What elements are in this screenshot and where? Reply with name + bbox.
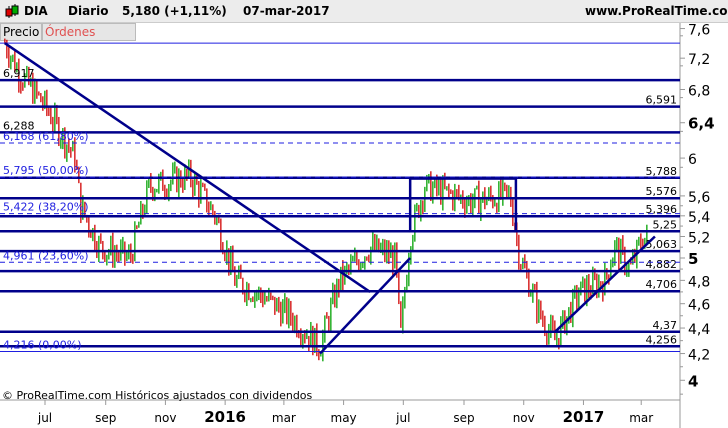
y-tick-label: 5,4 — [688, 210, 710, 226]
date: 07-mar-2017 — [243, 4, 330, 18]
level-label: 4,256 — [646, 333, 678, 346]
fib-label: 5,422 (38,20%) — [3, 201, 89, 214]
x-tick-label: nov — [154, 411, 176, 425]
fib-label: 4,216 (0,00%) — [3, 338, 82, 351]
trendline — [4, 42, 371, 293]
chart-header: DIA Diario 5,180 (+1,11%) 07-mar-2017 ww… — [0, 0, 728, 23]
site-link[interactable]: www.ProRealTime.com — [585, 4, 728, 18]
level-label: 6,917 — [3, 67, 35, 80]
level-label: 6,591 — [646, 94, 678, 107]
level-label: 5,396 — [646, 203, 678, 216]
y-tick-label: 7,2 — [688, 52, 710, 68]
last-price: 5,180 (+1,11%) — [122, 4, 227, 18]
y-tick-label: 5,2 — [688, 231, 710, 247]
x-tick-label: sep — [95, 411, 116, 425]
y-tick-label: 5,6 — [688, 190, 710, 206]
y-tick-label: 4 — [688, 372, 698, 390]
x-tick-label: mar — [629, 411, 653, 425]
trendline — [319, 257, 412, 355]
y-tick-label: 5 — [688, 250, 698, 268]
x-tick-label: 2017 — [563, 408, 605, 426]
x-tick-label: sep — [453, 411, 474, 425]
candlestick-icon — [5, 4, 19, 18]
level-label: 5,788 — [646, 165, 678, 178]
y-tick-label: 4,6 — [688, 298, 710, 314]
x-tick-label: nov — [513, 411, 535, 425]
plot-area — [0, 41, 680, 400]
fib-label: 4,961 (23,60%) — [3, 249, 89, 262]
y-tick-label: 4,4 — [688, 322, 710, 338]
x-tick-label: mar — [272, 411, 296, 425]
x-tick-label: jul — [37, 411, 52, 425]
period: Diario — [68, 4, 109, 18]
y-tick-label: 4,2 — [688, 348, 710, 364]
level-label: 5,576 — [646, 185, 678, 198]
level-label: 5,063 — [646, 238, 678, 251]
tab-precio[interactable]: Precio — [0, 23, 43, 41]
level-label: 5,25 — [653, 218, 678, 231]
fib-label: 6,168 (61,80%) — [3, 130, 89, 143]
symbol: DIA — [24, 4, 48, 18]
consolidation-box — [408, 177, 518, 233]
y-tick-label: 6 — [688, 152, 697, 168]
y-tick-label: 6,4 — [688, 115, 715, 133]
x-tick-label: 2016 — [204, 408, 246, 426]
level-label: 4,37 — [653, 319, 678, 332]
y-tick-label: 6,8 — [688, 83, 710, 99]
level-label: 6,288 — [3, 119, 35, 132]
level-label: 4,882 — [646, 258, 678, 271]
fib-label: 5,795 (50,00%) — [3, 164, 89, 177]
trendline — [554, 235, 656, 333]
level-label: 4,706 — [646, 278, 678, 291]
copyright: © ProRealTime.com Históricos ajustados c… — [2, 389, 313, 402]
x-tick-label: jul — [395, 411, 410, 425]
x-tick-label: may — [331, 411, 357, 425]
y-tick-label: 7,6 — [688, 23, 710, 39]
y-tick-label: 4,8 — [688, 274, 710, 290]
